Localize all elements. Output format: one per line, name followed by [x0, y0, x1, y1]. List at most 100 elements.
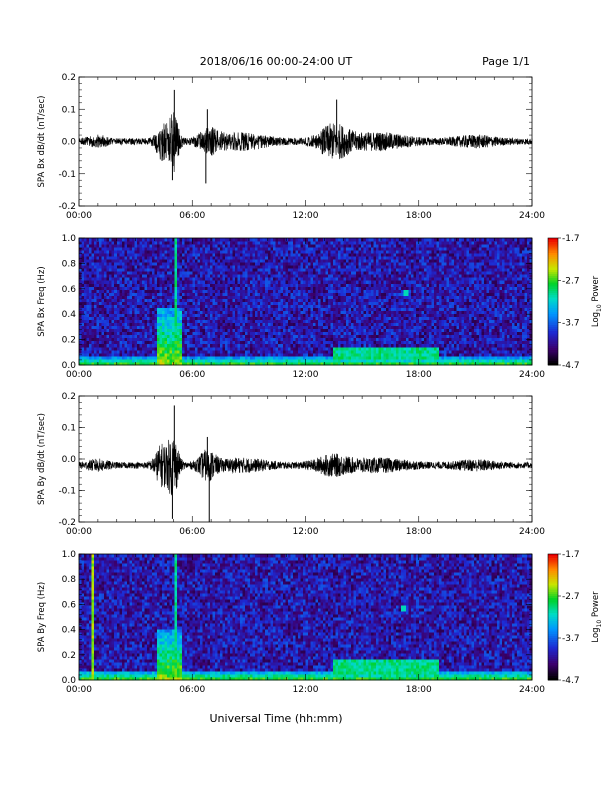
spectrogram-cell: [320, 265, 324, 269]
spectrogram-cell: [247, 277, 251, 281]
spectrogram-cell: [106, 244, 110, 248]
spectrogram-cell: [368, 343, 372, 348]
spectrogram-cell: [252, 271, 256, 275]
spectrogram-cell: [240, 316, 243, 321]
spectrogram-cell: [363, 310, 367, 314]
spectrogram-cell: [101, 268, 105, 272]
spectrogram-cell: [141, 265, 145, 269]
spectrogram-cell: [242, 238, 246, 242]
spectrogram-cell: [172, 271, 176, 275]
spectrogram-cell: [187, 340, 191, 345]
spectrogram-cell: [245, 280, 249, 284]
spectrogram-cell: [207, 259, 211, 263]
spectrogram-cell: [146, 238, 150, 242]
spectrogram-cell: [179, 241, 183, 245]
spectrogram-cell: [315, 247, 319, 251]
spectrogram-cell: [84, 331, 87, 336]
spectrogram-cell: [257, 346, 261, 351]
spectrogram-cell: [368, 313, 372, 318]
spectrogram-cell: [250, 307, 254, 311]
spectrogram-cell: [363, 337, 367, 342]
spectrogram-cell: [315, 334, 319, 339]
spectrogram-cell: [340, 343, 344, 348]
spectrogram-cell: [353, 352, 357, 357]
spectrogram-cell: [240, 313, 243, 318]
spectrogram-cell: [224, 295, 228, 299]
spectrogram-cell: [287, 286, 291, 290]
spectrogram-cell: [141, 298, 145, 302]
spectrogram-cell: [106, 301, 110, 305]
spectrogram-cell: [154, 358, 158, 363]
spectrogram-cell: [305, 241, 309, 245]
spectrogram-cell: [353, 325, 357, 330]
spectrogram-cell: [340, 358, 344, 363]
spectrogram-cell: [91, 298, 95, 302]
spectrogram-cell: [179, 355, 183, 360]
spectrogram-cell: [287, 328, 291, 333]
spectrogram-cell: [348, 322, 352, 327]
spectrogram-cell: [197, 268, 201, 272]
spectrogram-cell: [124, 271, 128, 275]
spectrogram-cell: [111, 292, 115, 296]
spectrogram-cell: [189, 328, 193, 333]
spectrogram-cell: [194, 250, 198, 254]
spectrogram-cell: [368, 310, 372, 314]
spectrogram-cell: [282, 343, 286, 348]
spectrogram-cell: [86, 241, 90, 245]
spectrogram-cell: [91, 268, 95, 272]
spectrogram-cell: [365, 265, 369, 269]
spectrogram-cell: [320, 247, 324, 251]
spectrogram-cell: [174, 337, 178, 342]
spectrogram-cell: [343, 325, 347, 330]
spectrogram-cell: [167, 244, 170, 248]
spectrogram-cell: [197, 340, 201, 345]
spectrogram-cell: [139, 271, 143, 275]
spectrogram-cell: [313, 343, 316, 348]
spectrogram-cell: [262, 325, 266, 330]
spectrogram-cell: [295, 355, 299, 360]
spectrogram-cell: [164, 304, 168, 308]
spectrogram-cell: [187, 358, 191, 363]
spectrogram-cell: [144, 298, 148, 302]
spectrogram-cell: [338, 328, 342, 333]
spectrogram-cell: [109, 337, 113, 342]
spectrogram-cell: [167, 265, 170, 269]
spectrogram-cell: [295, 295, 299, 299]
spectrogram-cell: [99, 331, 103, 336]
spectrogram-cell: [81, 301, 85, 305]
spectrogram-cell: [295, 247, 299, 251]
spectrogram-cell: [230, 310, 233, 314]
spectrogram-cell: [313, 247, 316, 251]
spectrogram-cell: [360, 298, 364, 302]
spectrogram-cell: [169, 295, 173, 299]
spectrogram-cell: [207, 349, 211, 354]
spectrogram-cell: [345, 238, 349, 242]
spectrogram-cell: [96, 355, 100, 360]
spectrogram-cell: [323, 259, 327, 263]
spectrogram-cell: [335, 247, 339, 251]
spectrogram-cell: [146, 292, 150, 296]
spectrogram-cell: [333, 301, 337, 305]
spectrogram-cell: [360, 346, 364, 351]
spectrogram-cell: [262, 352, 266, 357]
spectrogram-cell: [360, 286, 364, 290]
spectrogram-cell: [267, 304, 271, 308]
spectrogram-cell: [129, 295, 133, 299]
spectrogram-cell: [252, 298, 256, 302]
spectrogram-cell: [197, 295, 201, 299]
spectrogram-cell: [141, 304, 145, 308]
spectrogram-cell: [104, 262, 108, 266]
spectrogram-cell: [280, 295, 284, 299]
spectrogram-cell: [353, 343, 357, 348]
spectrogram-cell: [338, 250, 342, 254]
spectrogram-cell: [368, 346, 372, 351]
spectrogram-cell: [235, 286, 238, 290]
spectrogram-cell: [302, 355, 306, 360]
spectrogram-cell: [109, 241, 113, 245]
spectrogram-cell: [267, 280, 271, 284]
spectrogram-cell: [194, 298, 198, 302]
spectrogram-cell: [182, 241, 186, 245]
spectrogram-cell: [144, 307, 148, 311]
spectrogram-cell: [360, 283, 364, 287]
spectrogram-cell: [104, 241, 108, 245]
